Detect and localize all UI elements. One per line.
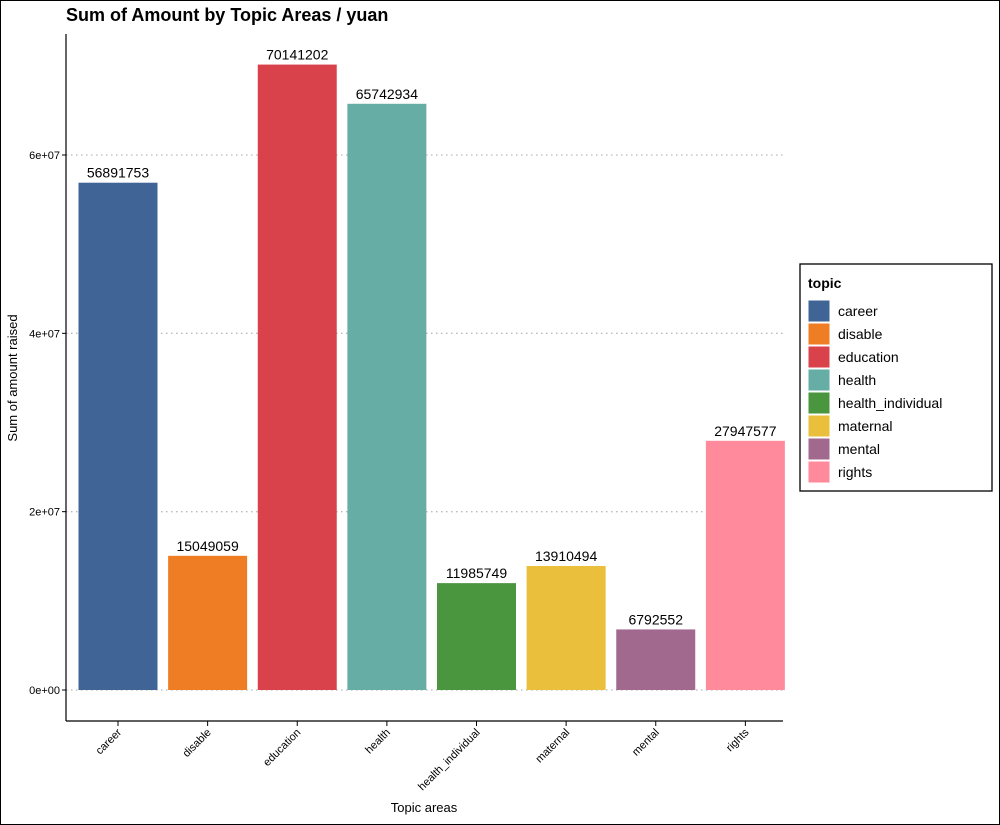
legend-title: topic: [808, 275, 842, 291]
bar-data-labels: 56891753 15049059 70141202 65742934 11985749…: [87, 47, 777, 628]
y-axis-ticks: 0e+00 2e+07 4e+07 6e+07: [29, 150, 66, 697]
legend-label: health: [838, 372, 876, 388]
x-axis-ticks: career disable education health health_indiv…: [94, 721, 752, 793]
bar-rights: [705, 440, 785, 690]
x-axis-title: Topic areas: [391, 800, 458, 815]
x-tick-label: disable: [181, 727, 214, 760]
legend-label: health_individual: [838, 395, 942, 411]
legend-label: career: [838, 303, 878, 319]
legend-swatch-maternal: [807, 414, 831, 438]
bar-disable: [168, 555, 248, 690]
x-tick-label: health: [363, 727, 393, 757]
y-tick-label: 4e+07: [29, 328, 60, 340]
bar-value-label: 56891753: [87, 165, 150, 181]
legend-items: career disable education health health_indiv…: [807, 299, 942, 484]
bar-maternal: [526, 565, 606, 690]
x-tick-label: health_individual: [416, 727, 482, 793]
x-tick-label: career: [94, 726, 125, 757]
y-tick-label: 0e+00: [29, 685, 60, 697]
legend-swatch-education: [807, 345, 831, 369]
legend-swatch-disable: [807, 322, 831, 346]
bar-value-label: 6792552: [628, 611, 683, 627]
legend-swatch-rights: [807, 460, 831, 484]
bar-mental: [616, 629, 696, 690]
bar-value-label: 13910494: [535, 548, 598, 564]
legend-swatch-health_individual: [807, 391, 831, 415]
bar-health: [347, 103, 427, 690]
legend-label: mental: [838, 441, 880, 457]
bar-health_individual: [437, 583, 516, 690]
bar-value-label: 65742934: [356, 86, 419, 102]
legend-label: education: [838, 349, 899, 365]
x-tick-label: maternal: [533, 727, 572, 766]
legend-swatch-mental: [807, 437, 831, 461]
x-tick-label: rights: [724, 726, 752, 754]
x-tick-label: mental: [630, 727, 662, 759]
bar-education: [257, 64, 337, 690]
legend-label: disable: [838, 326, 883, 342]
chart-title: Sum of Amount by Topic Areas / yuan: [66, 5, 388, 25]
legend-swatch-career: [807, 299, 831, 323]
bars: [78, 64, 785, 690]
bar-value-label: 70141202: [266, 47, 329, 63]
y-tick-label: 2e+07: [29, 507, 60, 519]
legend-swatch-health: [807, 368, 831, 392]
bar-career: [78, 182, 158, 690]
bar-value-label: 27947577: [714, 423, 777, 439]
bar-value-label: 11985749: [446, 565, 507, 581]
legend-box: [799, 263, 993, 492]
legend-label: rights: [838, 464, 872, 480]
legend-label: maternal: [838, 418, 892, 434]
x-tick-label: education: [261, 727, 303, 769]
y-axis-title: Sum of amount raised: [5, 314, 20, 441]
y-tick-label: 6e+07: [29, 150, 60, 162]
bar-value-label: 15049059: [176, 538, 239, 554]
legend: topic career disable education health health…: [799, 263, 993, 492]
